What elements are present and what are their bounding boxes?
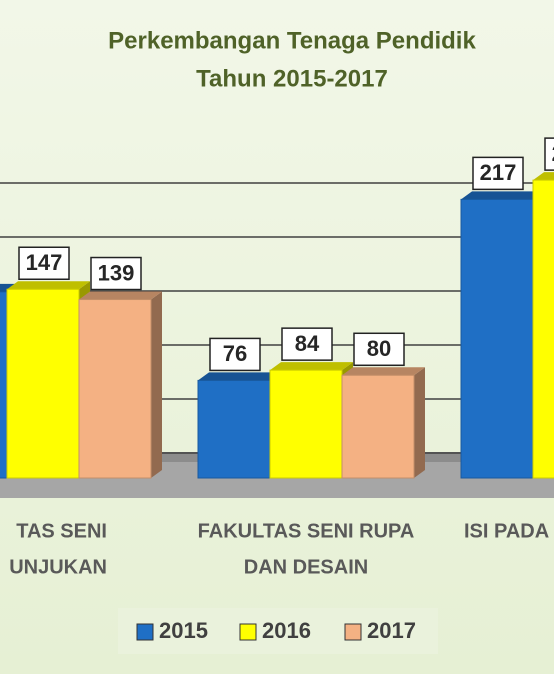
data-label-box — [90, 256, 142, 291]
x-tick-label: UNJUKAN — [9, 556, 107, 578]
legend-label: 2017 — [367, 618, 416, 643]
data-label: 80 — [367, 336, 391, 361]
bar — [0, 291, 8, 479]
bar — [341, 374, 415, 479]
bar — [532, 179, 554, 479]
legend-box — [118, 608, 438, 654]
x-tick-label: TAS SENI — [16, 520, 107, 542]
data-label-box — [18, 246, 70, 281]
bar-top — [533, 172, 554, 181]
bar-top — [342, 367, 425, 376]
legend-label: 2016 — [262, 618, 311, 643]
data-label: 147 — [26, 250, 63, 275]
bar — [460, 198, 534, 479]
data-label-box — [281, 327, 333, 361]
bar-top — [270, 362, 353, 371]
bar — [6, 288, 80, 479]
data-label: 217 — [480, 160, 517, 185]
legend-swatch — [239, 623, 257, 641]
legend-label: 2015 — [159, 618, 208, 643]
bar-top — [79, 291, 162, 300]
data-label: 232 — [552, 141, 554, 166]
data-label-box — [353, 332, 405, 367]
bar — [78, 299, 152, 479]
data-label-box — [544, 137, 554, 171]
data-label-box — [209, 337, 261, 372]
data-label-box — [472, 156, 524, 191]
x-tick-label: DAN DESAIN — [244, 556, 368, 578]
bar-side — [151, 291, 162, 478]
x-tick-label: ISI PADA — [464, 520, 549, 542]
bar — [197, 379, 271, 479]
x-tick-label: FAKULTAS SENI RUPA — [198, 520, 415, 542]
chart-title: Tahun 2015-2017 — [196, 65, 388, 92]
data-label: 84 — [295, 331, 320, 356]
chart-title: Perkembangan Tenaga Pendidik — [108, 27, 476, 54]
bar-top — [7, 281, 90, 290]
bar-top — [198, 372, 281, 381]
legend-swatch — [344, 623, 362, 641]
data-label: 76 — [223, 341, 247, 366]
bar — [269, 369, 343, 479]
data-label: 139 — [98, 260, 135, 285]
bar-side — [414, 367, 425, 478]
bar-top — [461, 191, 544, 200]
legend-swatch — [136, 623, 154, 641]
